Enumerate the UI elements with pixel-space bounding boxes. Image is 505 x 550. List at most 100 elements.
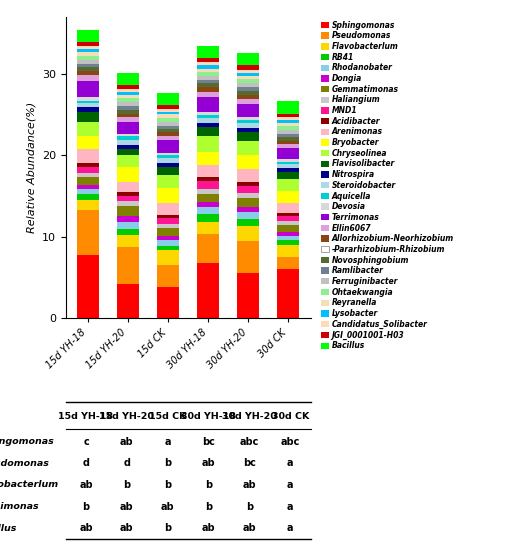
Bar <box>157 163 179 167</box>
Bar <box>237 241 260 273</box>
Bar <box>237 53 260 65</box>
Bar <box>157 214 179 218</box>
Bar <box>117 140 139 145</box>
Bar <box>77 210 99 255</box>
Bar <box>237 133 260 140</box>
Bar <box>77 148 99 163</box>
Bar <box>277 117 299 120</box>
Bar <box>157 188 179 202</box>
Bar <box>237 117 260 120</box>
Bar <box>117 167 139 182</box>
Bar <box>277 126 299 130</box>
Bar <box>157 109 179 112</box>
Bar <box>237 128 260 133</box>
Bar <box>117 148 139 155</box>
Bar <box>197 76 219 80</box>
Bar <box>197 182 219 189</box>
Bar <box>197 65 219 69</box>
Bar <box>157 93 179 106</box>
Bar <box>197 234 219 263</box>
Bar <box>117 109 139 114</box>
Bar <box>157 133 179 136</box>
Bar <box>277 172 299 179</box>
Bar <box>77 173 99 177</box>
Bar <box>237 207 260 212</box>
Bar <box>77 64 99 67</box>
Bar <box>157 236 179 240</box>
Bar <box>277 270 299 318</box>
Bar <box>117 201 139 206</box>
Bar <box>277 123 299 126</box>
Bar <box>277 240 299 245</box>
Bar <box>237 87 260 91</box>
Bar <box>157 106 179 109</box>
Bar <box>197 123 219 128</box>
Y-axis label: Relative Abundance(%): Relative Abundance(%) <box>26 102 36 233</box>
Bar <box>157 218 179 224</box>
Bar <box>197 222 219 234</box>
Bar <box>197 177 219 182</box>
Bar <box>157 167 179 175</box>
Bar <box>277 245 299 257</box>
Bar <box>117 73 139 85</box>
Bar <box>277 236 299 240</box>
Bar <box>117 102 139 106</box>
Bar <box>77 177 99 185</box>
Bar <box>237 273 260 318</box>
Bar <box>277 179 299 191</box>
Bar <box>237 186 260 192</box>
Bar <box>237 123 260 128</box>
Bar <box>77 46 99 49</box>
Bar <box>77 60 99 64</box>
Bar <box>77 71 99 75</box>
Bar <box>277 257 299 270</box>
Bar <box>117 155 139 167</box>
Bar <box>197 72 219 76</box>
Bar <box>277 130 299 134</box>
Bar <box>277 101 299 114</box>
Bar <box>117 95 139 98</box>
Bar <box>237 212 260 219</box>
Bar <box>117 229 139 235</box>
Bar <box>157 228 179 236</box>
Bar <box>77 103 99 107</box>
Bar <box>157 122 179 126</box>
Bar <box>197 97 219 112</box>
Bar <box>117 92 139 95</box>
Bar <box>157 175 179 188</box>
Bar <box>277 140 299 144</box>
Bar <box>117 248 139 284</box>
Bar <box>77 200 99 210</box>
Bar <box>237 226 260 241</box>
Bar <box>197 115 219 118</box>
Bar <box>77 194 99 200</box>
Bar <box>157 112 179 114</box>
Bar <box>237 95 260 99</box>
Bar <box>237 84 260 87</box>
Bar <box>237 65 260 69</box>
Bar <box>197 128 219 136</box>
Bar <box>277 120 299 123</box>
Bar <box>197 58 219 62</box>
Bar <box>77 167 99 173</box>
Bar <box>117 98 139 102</box>
Bar <box>197 214 219 222</box>
Bar <box>157 287 179 318</box>
Bar <box>237 69 260 73</box>
Bar <box>277 216 299 221</box>
Bar <box>237 219 260 226</box>
Bar <box>197 84 219 87</box>
Bar <box>77 49 99 52</box>
Bar <box>77 122 99 136</box>
Bar <box>117 182 139 192</box>
Bar <box>77 163 99 167</box>
Bar <box>77 101 99 103</box>
Bar <box>117 145 139 148</box>
Bar <box>277 144 299 148</box>
Bar <box>277 138 299 140</box>
Bar <box>197 112 219 115</box>
Bar <box>277 204 299 213</box>
Bar <box>117 117 139 122</box>
Bar <box>157 129 179 133</box>
Bar <box>117 284 139 318</box>
